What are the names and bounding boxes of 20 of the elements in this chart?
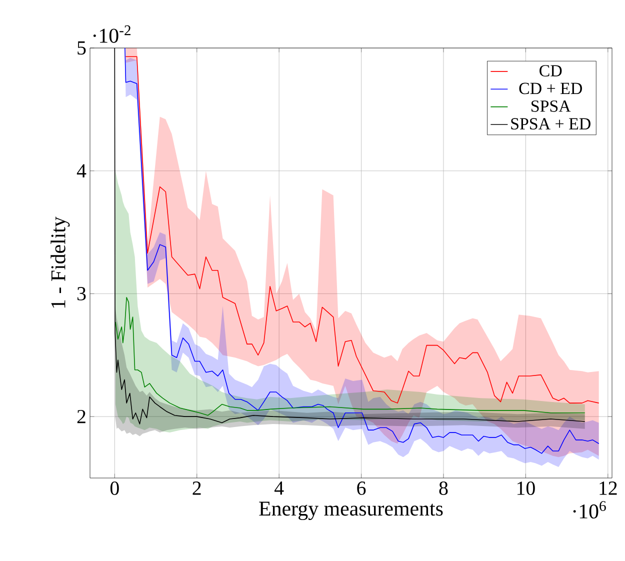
line-series	[115, 297, 586, 416]
y-tick-label: 3	[77, 287, 86, 300]
x-tick-label: 10	[517, 482, 535, 495]
text: ·10$^{-2}$	[93, 25, 130, 43]
legend-label: CD + ED	[519, 82, 582, 94]
x-axis-title: Energy measurements	[259, 502, 443, 520]
legend-label: CD	[540, 65, 562, 76]
x-tick-label: 4	[274, 482, 284, 495]
x-tick-label: 8	[439, 482, 448, 495]
x-tick-label: 2	[192, 482, 201, 495]
y-tick-label: 5	[78, 41, 86, 55]
text: ·10$^{6}$	[573, 501, 606, 519]
y-tick-label: 4	[76, 164, 86, 178]
x-tick-label: 0	[110, 482, 119, 495]
x-tick-label: 6	[357, 482, 366, 495]
legend-label: SPSA	[532, 100, 571, 112]
x-tick-label: 12	[600, 482, 617, 495]
legend-label: SPSA + ED	[511, 118, 590, 130]
y-tick-label: 2	[77, 410, 86, 424]
y-axis-title: 1 - Fidelity	[50, 216, 70, 308]
